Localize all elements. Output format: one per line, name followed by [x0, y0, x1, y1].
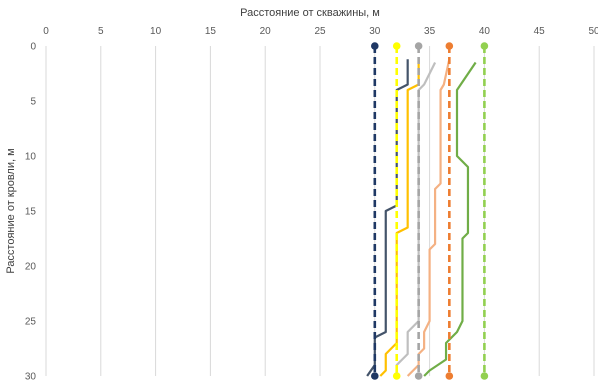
x-tick-label: 25: [314, 26, 326, 37]
series-marker: [371, 372, 379, 380]
series-line: [366, 59, 409, 377]
series-group: [366, 42, 489, 380]
series-marker: [445, 42, 454, 50]
x-tick-label: 20: [260, 26, 272, 37]
x-tick-label: 45: [534, 26, 546, 37]
x-tick-label: 35: [424, 26, 436, 37]
series-marker: [445, 372, 454, 380]
tick-labels: 0 5 10 15 20 25 30 35 40 45 50 0 5 10 15 20 25 30: [25, 26, 598, 380]
series-marker: [392, 372, 401, 380]
x-tick-label: 10: [150, 26, 162, 37]
y-tick-label: 5: [30, 97, 36, 108]
series-marker: [414, 42, 423, 50]
y-tick-label: 20: [25, 262, 37, 273]
y-tick-label: 15: [25, 207, 37, 218]
series-marker: [392, 42, 401, 50]
x-tick-label: 0: [43, 26, 49, 37]
series-line: [423, 61, 477, 377]
x-tick-label: 50: [588, 26, 598, 37]
y-tick-label: 10: [25, 152, 37, 163]
x-tick-label: 15: [205, 26, 217, 37]
y-tick-label: 0: [30, 42, 36, 53]
y-tick-label: 30: [25, 372, 37, 380]
y-tick-label: 25: [25, 317, 37, 328]
series-marker: [480, 372, 489, 380]
x-axis-title: Расстояние от скважины, м: [240, 7, 380, 19]
x-tick-label: 5: [98, 26, 104, 37]
x-tick-label: 40: [479, 26, 491, 37]
grid: [45, 46, 595, 376]
series-marker: [414, 372, 423, 380]
series-marker: [480, 42, 489, 50]
series-line: [406, 58, 451, 377]
y-axis-title: Расстояние от кровли, м: [5, 148, 17, 273]
series-marker: [371, 42, 379, 50]
x-tick-label: 30: [369, 26, 381, 37]
